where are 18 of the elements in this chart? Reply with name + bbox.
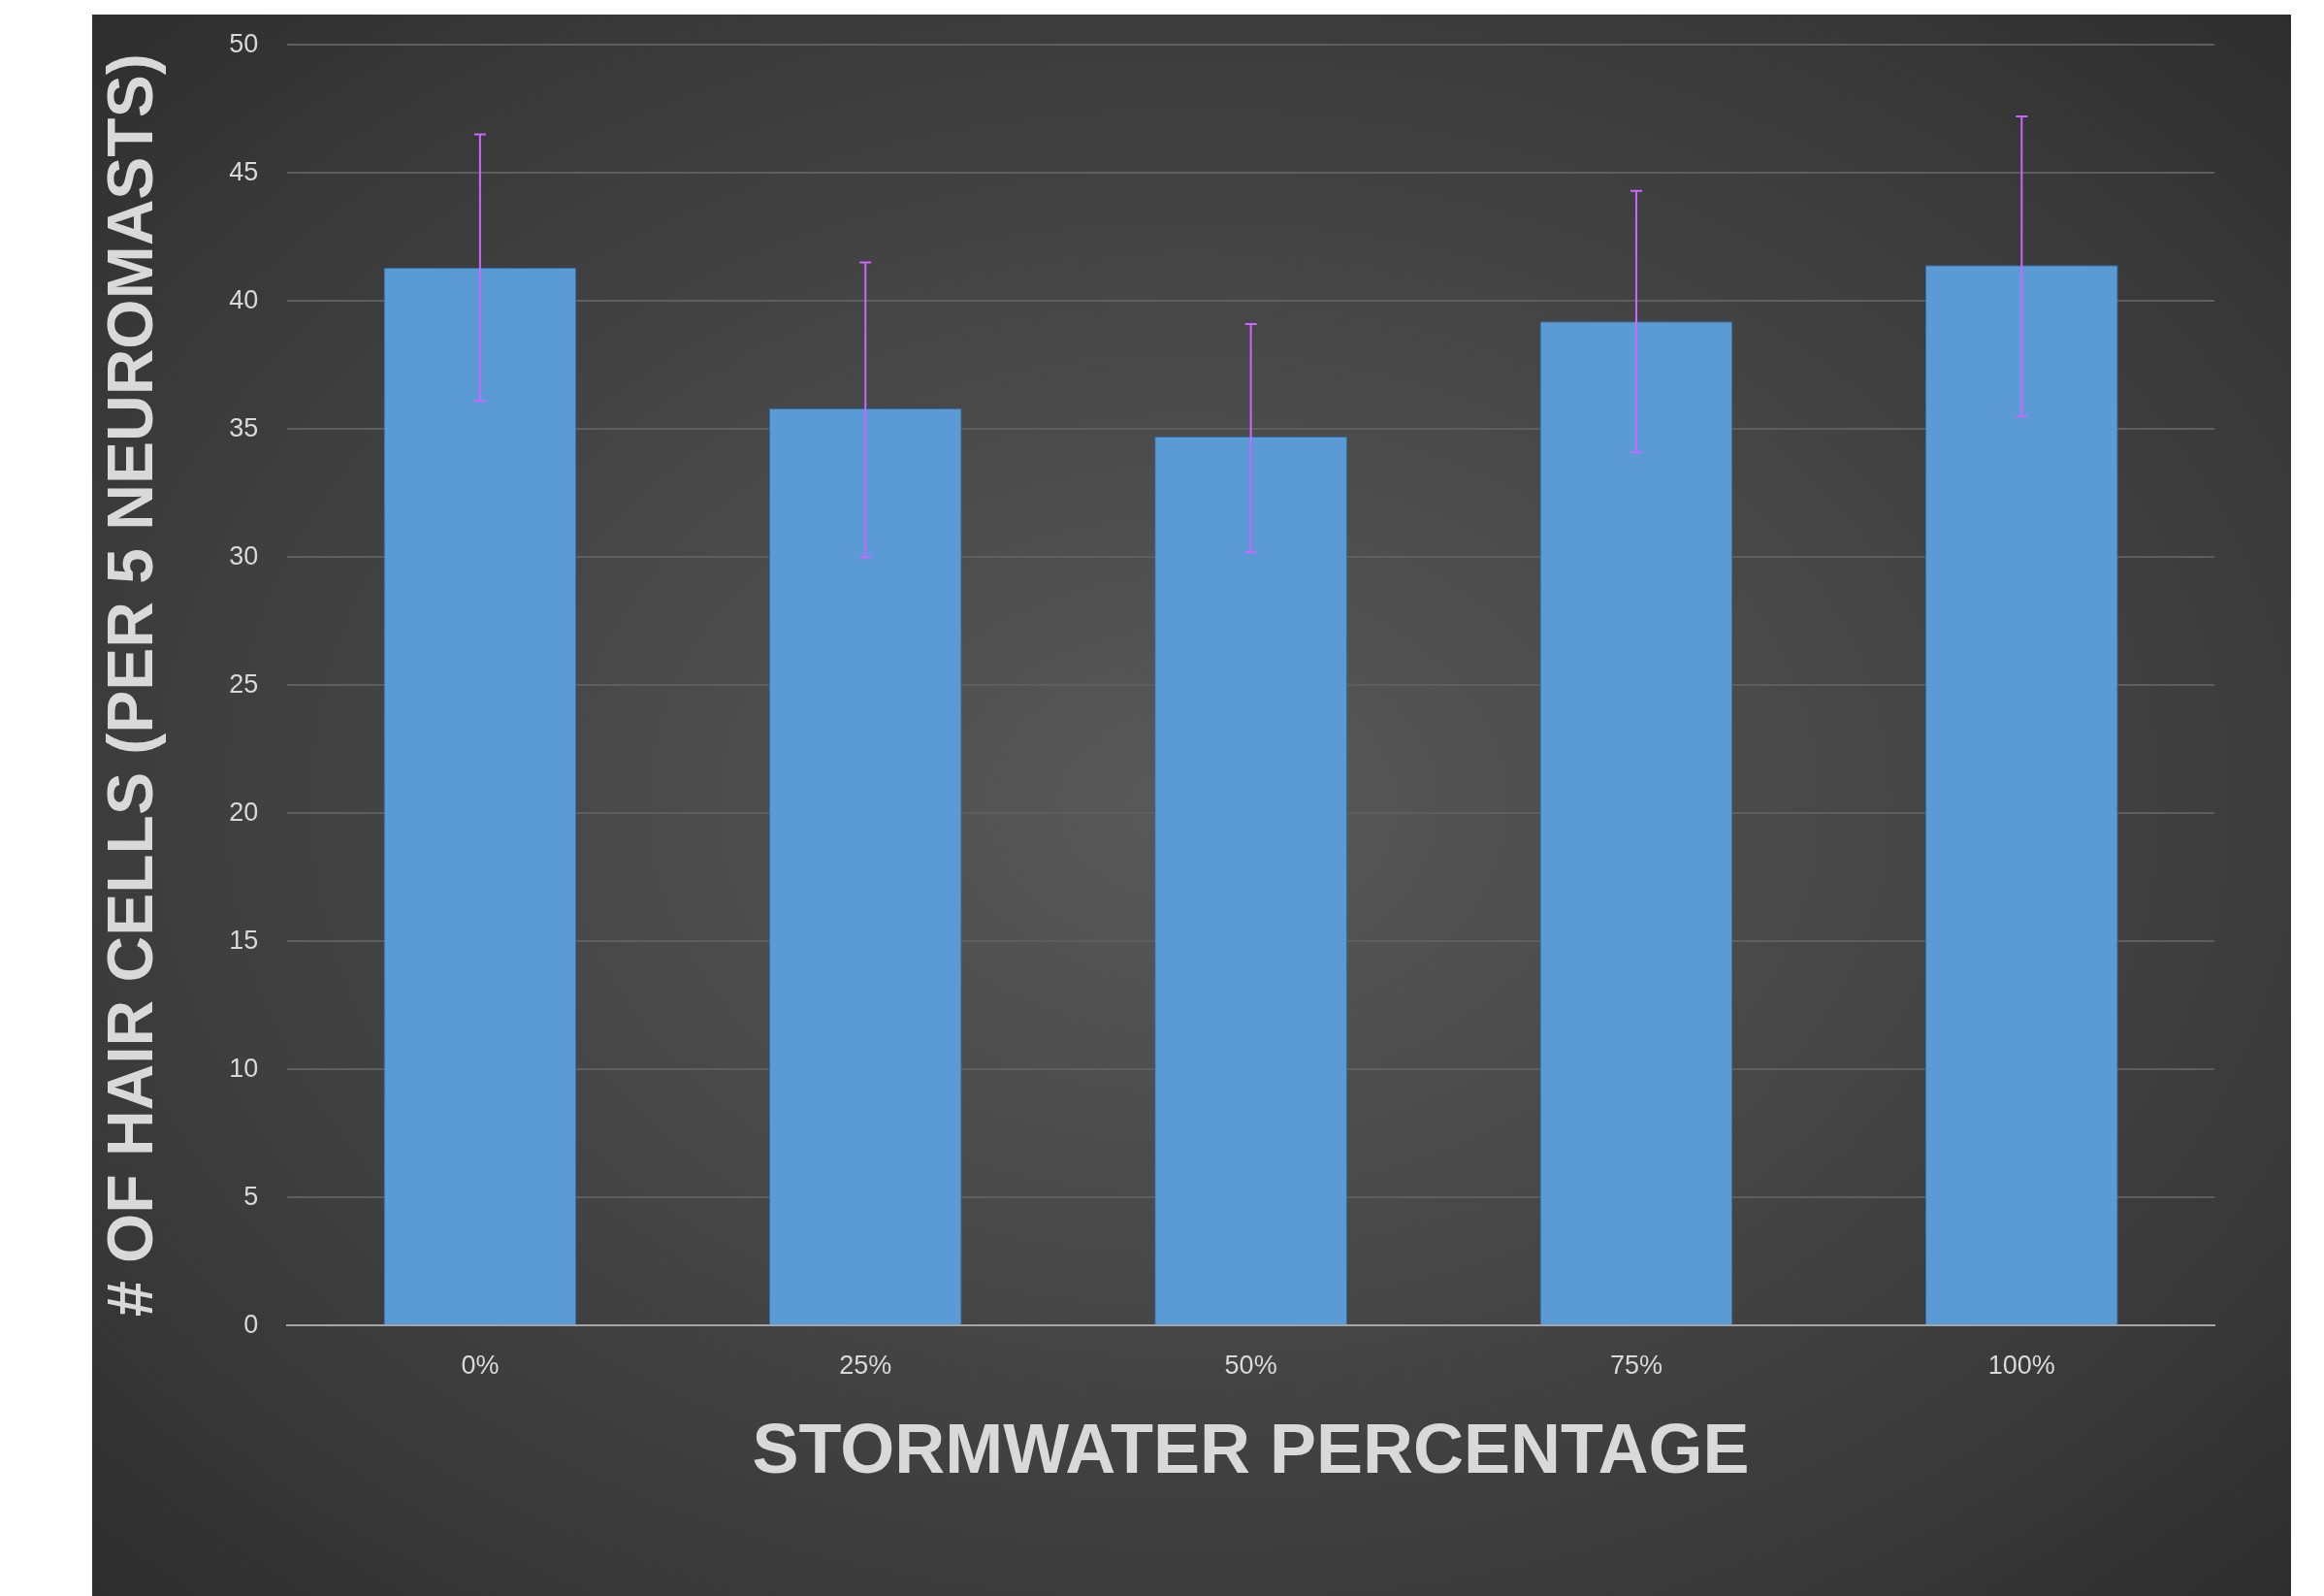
y-axis-title: # OF HAIR CELLS (PER 5 NEUROMASTS): [93, 53, 166, 1318]
y-tick-label: 25: [229, 668, 259, 699]
y-tick-label: 20: [229, 797, 259, 827]
x-tick-label: 100%: [1987, 1350, 2055, 1380]
y-tick-label: 15: [229, 925, 259, 955]
x-tick-label: 25%: [839, 1350, 892, 1380]
x-axis-title: STORMWATER PERCENTAGE: [752, 1409, 1750, 1487]
y-tick-label: 50: [229, 28, 259, 58]
x-tick-label: 75%: [1609, 1350, 1662, 1380]
y-tick-label: 10: [229, 1053, 259, 1083]
y-tick-label: 45: [229, 156, 259, 186]
x-tick-label: 0%: [461, 1350, 500, 1380]
y-tick-label: 30: [229, 540, 259, 570]
y-tick-label: 5: [243, 1181, 259, 1211]
y-tick-label: 35: [229, 412, 259, 442]
x-tick-label: 50%: [1224, 1350, 1277, 1380]
y-tick-label: 0: [243, 1309, 259, 1339]
y-tick-label: 40: [229, 284, 259, 314]
